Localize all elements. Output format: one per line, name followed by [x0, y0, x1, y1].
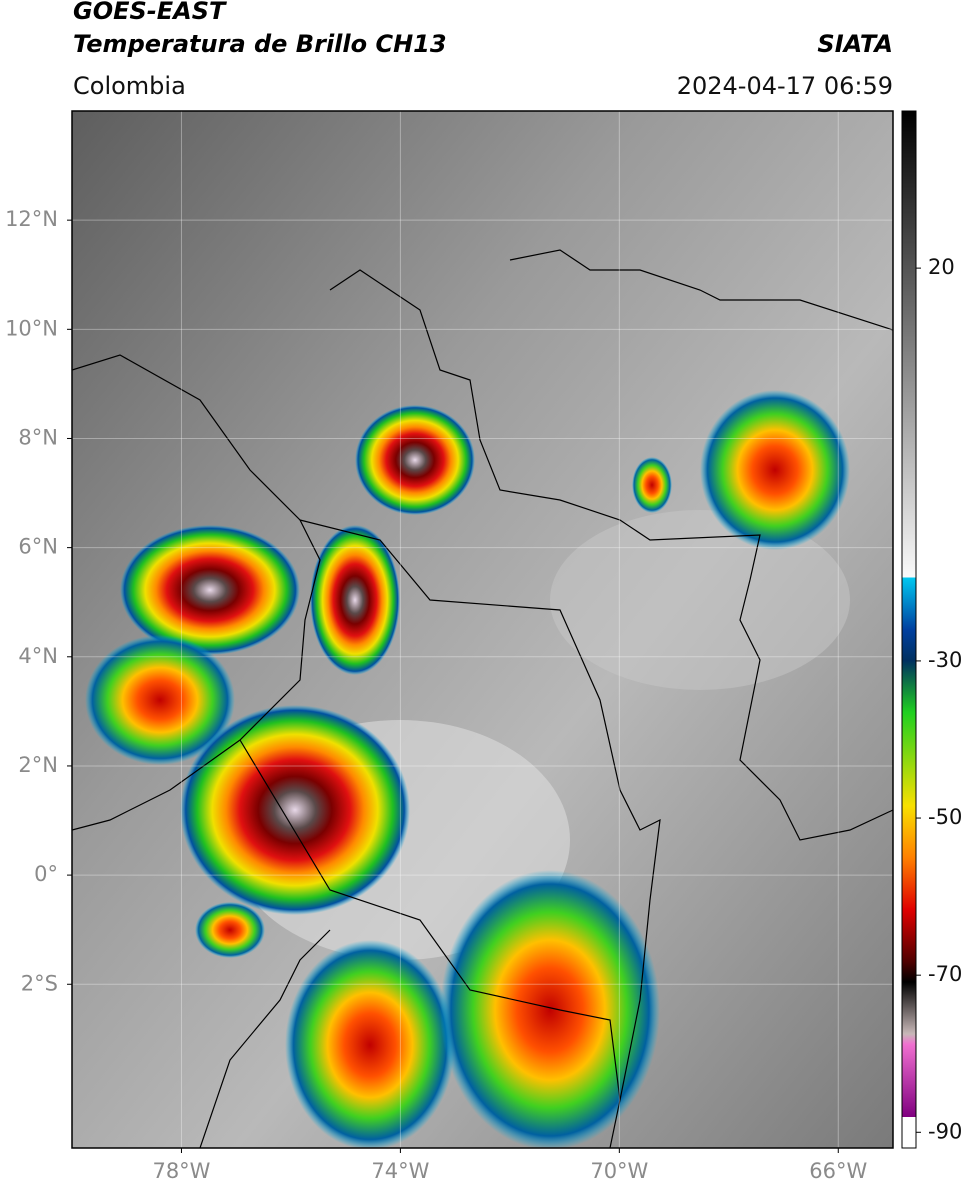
- lat-tick-label: 2°N: [18, 753, 58, 777]
- lon-tick-label: 70°W: [590, 1159, 648, 1183]
- subtitle: Temperatura de Brillo CH13: [73, 30, 447, 58]
- lon-tick-label: 74°W: [371, 1159, 429, 1183]
- colorbar-tick-label: -50: [928, 805, 962, 829]
- datetime: 2024-04-17 06:59: [677, 72, 893, 100]
- map-frame: [71, 110, 894, 1149]
- lon-tick-label: 66°W: [809, 1159, 867, 1183]
- colorbar-tick-label: 20: [928, 255, 955, 279]
- lat-tick-label: 8°N: [18, 425, 58, 449]
- source: SIATA: [817, 30, 893, 58]
- lat-tick-label: 6°N: [18, 535, 58, 559]
- lat-tick-label: 0°: [34, 862, 58, 886]
- colorbar-tick-label: -70: [928, 962, 962, 986]
- lat-tick-label: 12°N: [5, 207, 58, 231]
- title: GOES-EAST: [73, 0, 227, 25]
- lat-tick-label: 4°N: [18, 644, 58, 668]
- map-imagery: [72, 111, 893, 1148]
- colorbar: [901, 110, 917, 1149]
- colorbar-tick-label: -30: [928, 648, 962, 672]
- colorbar-tick-label: -90: [928, 1119, 962, 1143]
- region: Colombia: [73, 72, 186, 100]
- lon-tick-label: 78°W: [152, 1159, 210, 1183]
- lat-tick-label: 2°S: [21, 971, 58, 995]
- lat-tick-label: 10°N: [5, 316, 58, 340]
